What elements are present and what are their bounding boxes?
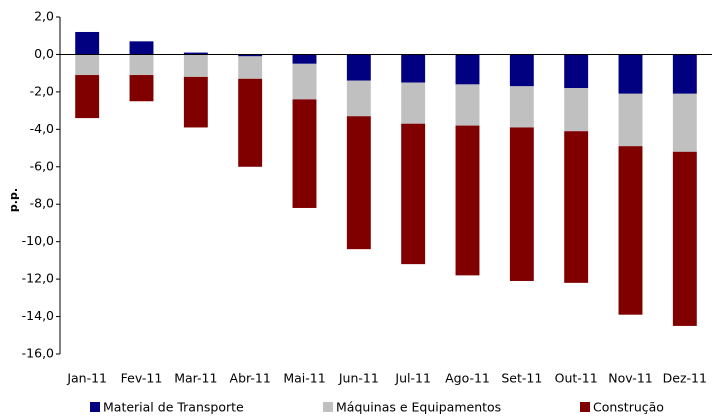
bar-segment <box>129 54 154 76</box>
bar-segment <box>129 41 154 55</box>
bar-segment <box>183 52 208 55</box>
bar-segment <box>183 54 208 77</box>
bar-segment <box>346 80 371 117</box>
bar-segment <box>75 75 100 119</box>
bar-segment <box>346 54 371 81</box>
x-tick-label: Set-11 <box>501 371 542 386</box>
bar-segment <box>292 99 317 208</box>
bar-segment <box>618 146 643 315</box>
y-tick-label: 0,0 <box>34 46 54 61</box>
y-tick-label: -2,0 <box>30 83 54 98</box>
bar-segment <box>401 123 426 265</box>
bar-segment <box>509 54 534 87</box>
bar-segment <box>455 84 480 126</box>
x-tick-label: Jul-11 <box>394 371 431 386</box>
bar-segment <box>292 63 317 100</box>
bar-segment <box>672 93 697 152</box>
bar-segment <box>75 54 100 76</box>
bar-segment <box>618 54 643 94</box>
bar-segment <box>455 54 480 85</box>
bar-segment <box>509 86 534 128</box>
bar-segment <box>238 78 263 167</box>
bar-segment <box>564 131 589 283</box>
y-tick-label: -8,0 <box>30 196 54 211</box>
bar-segment <box>129 75 154 102</box>
y-tick-label: -4,0 <box>30 121 54 136</box>
y-tick-label: -10,0 <box>22 233 54 248</box>
legend-swatch <box>323 402 333 412</box>
x-tick-label: Abr-11 <box>230 371 271 386</box>
y-tick-label: -6,0 <box>30 158 54 173</box>
legend-label: Máquinas e Equipamentos <box>336 400 501 415</box>
y-tick-label: -14,0 <box>22 308 54 323</box>
bar-segment <box>292 54 317 64</box>
bar-segment <box>564 54 589 89</box>
bar-segment <box>238 56 263 79</box>
y-axis-label: p.p. <box>7 188 20 212</box>
legend-swatch <box>90 402 100 412</box>
legend-label: Construção <box>593 400 664 415</box>
bar-segment <box>401 54 426 83</box>
x-tick-label: Nov-11 <box>608 371 652 386</box>
x-tick-label: Jun-11 <box>338 371 379 386</box>
x-tick-label: Ago-11 <box>445 371 490 386</box>
x-tick-label: Jan-11 <box>66 371 107 386</box>
bar-segment <box>401 82 426 124</box>
bar-segment <box>238 54 263 57</box>
y-tick-label: -16,0 <box>22 346 54 361</box>
bar-segment <box>75 31 100 55</box>
bar-segment <box>509 127 534 281</box>
bar-segment <box>672 54 697 94</box>
y-tick-label: -12,0 <box>22 271 54 286</box>
bar-segment <box>455 125 480 276</box>
x-tick-label: Fev-11 <box>121 371 163 386</box>
bar-segment <box>672 151 697 326</box>
bar-segment <box>183 76 208 128</box>
legend-label: Material de Transporte <box>103 400 244 415</box>
y-tick-label: 2,0 <box>34 9 54 24</box>
bar-segment <box>618 93 643 147</box>
x-tick-label: Mar-11 <box>174 371 217 386</box>
bar-segment <box>346 116 371 250</box>
legend-swatch <box>580 402 590 412</box>
bar-segment <box>564 88 589 132</box>
x-tick-label: Dez-11 <box>663 371 707 386</box>
x-tick-label: Mai-11 <box>283 371 325 386</box>
x-tick-label: Out-11 <box>555 371 598 386</box>
